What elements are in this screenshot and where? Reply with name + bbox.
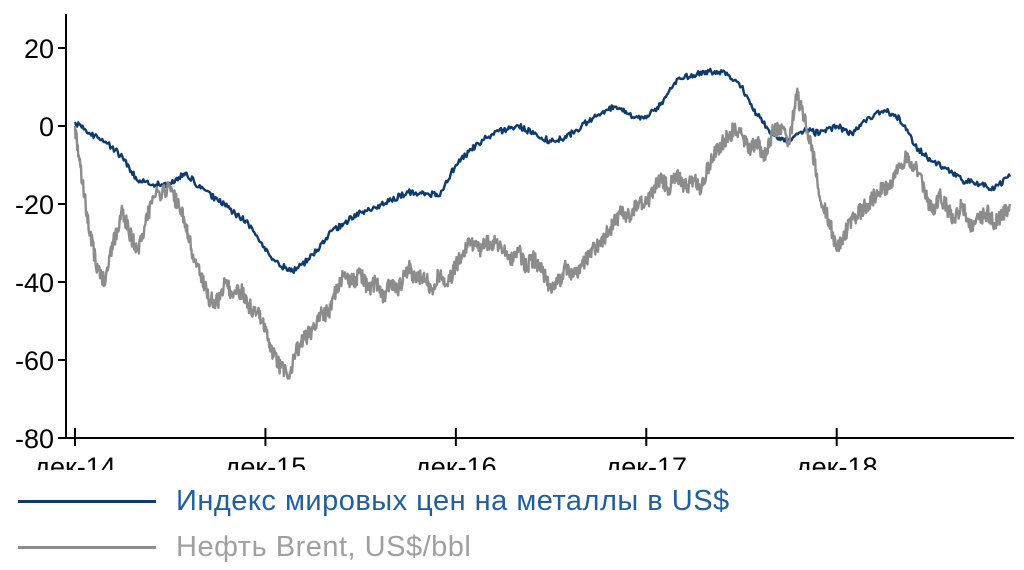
y-tick-label: -40	[15, 268, 54, 298]
x-tick-label: дек-18	[796, 452, 878, 470]
series-layer	[73, 67, 1012, 380]
legend-label-brent: Нефть Brent, US$/bbl	[176, 530, 472, 563]
legend-swatch-metals	[18, 499, 156, 503]
chart: 20 0 -20 -40 -60 -80 дек-14 дек-15 дек-16 дек-17…	[15, 14, 1014, 470]
legend-label-metals: Индекс мировых цен на металлы в US$	[176, 484, 730, 517]
x-axis: дек-14 дек-15 дек-16 дек-17 дек-18	[34, 428, 1014, 470]
legend: Индекс мировых цен на металлы в US$ Нефт…	[18, 478, 730, 570]
x-tick-label: дек-15	[225, 452, 307, 470]
x-tick-label: дек-14	[34, 452, 116, 470]
y-tick-label: 20	[24, 34, 54, 64]
y-tick-label: -60	[15, 346, 54, 376]
series-line-brent	[73, 87, 1012, 380]
x-tick-label: дек-17	[605, 452, 687, 470]
y-tick-label: -20	[15, 190, 54, 220]
legend-swatch-brent	[18, 545, 156, 549]
x-tick-label: дек-16	[415, 452, 497, 470]
y-tick-label: -80	[15, 424, 54, 454]
y-axis: 20 0 -20 -40 -60 -80	[15, 14, 67, 454]
legend-item-metals: Индекс мировых цен на металлы в US$	[18, 478, 730, 524]
y-tick-label: 0	[39, 112, 54, 142]
legend-item-brent: Нефть Brent, US$/bbl	[18, 524, 730, 570]
series-line-metals	[73, 67, 1012, 274]
